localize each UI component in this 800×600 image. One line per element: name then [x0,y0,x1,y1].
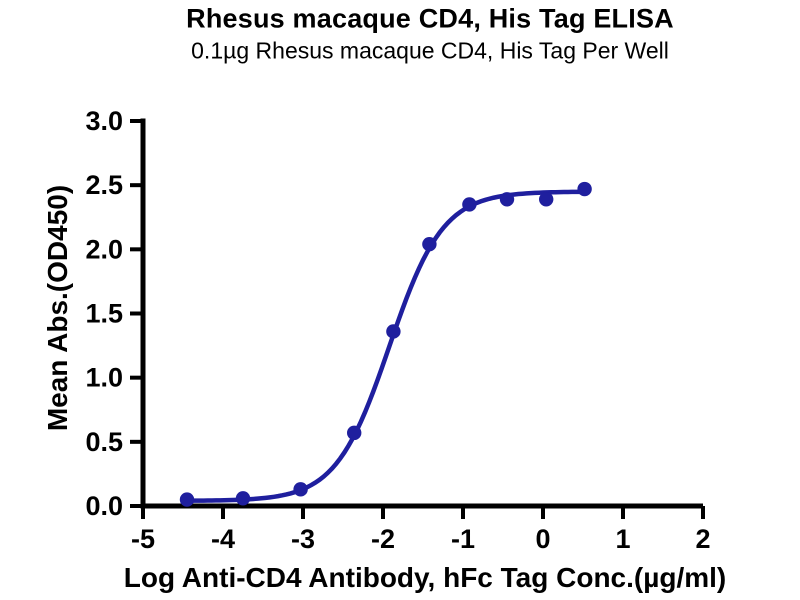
data-point-marker [347,425,362,441]
y-tick-label: 0.0 [85,491,123,521]
data-point-marker [499,192,515,207]
x-tick-label: 1 [615,524,630,554]
data-point-marker [577,181,592,197]
y-tick-label: 1.0 [85,363,123,393]
axes-lines [140,118,703,509]
y-tick-label: 2.0 [85,234,123,264]
data-point-marker [179,492,195,507]
chart-title: Rhesus macaque CD4, His Tag ELISA [186,3,674,34]
y-tick-label: 3.0 [85,106,123,136]
x-tick-label: -4 [211,524,235,554]
x-tick-label: -2 [371,524,395,554]
data-point-marker [386,324,401,339]
x-tick-label: -5 [131,524,155,554]
x-tick-label: -3 [291,524,315,554]
data-point-marker [293,482,308,497]
data-point-marker [462,197,477,212]
x-tick-label: 2 [695,524,710,554]
x-tick-label: 0 [535,524,550,554]
y-tick-label: 1.5 [85,299,123,329]
chart-subtitle: 0.1µg Rhesus macaque CD4, His Tag Per We… [191,37,669,64]
x-tick-label: -1 [451,524,475,554]
data-point-marker [539,192,554,207]
data-point-marker [422,237,437,252]
dose-response-curve [184,189,587,503]
y-tick-label: 2.5 [85,170,123,200]
y-tick-label: 0.5 [85,427,123,457]
x-axis-label: Log Anti-CD4 Antibody, hFc Tag Conc.(µg/… [123,562,727,593]
data-point-marker [235,491,251,506]
